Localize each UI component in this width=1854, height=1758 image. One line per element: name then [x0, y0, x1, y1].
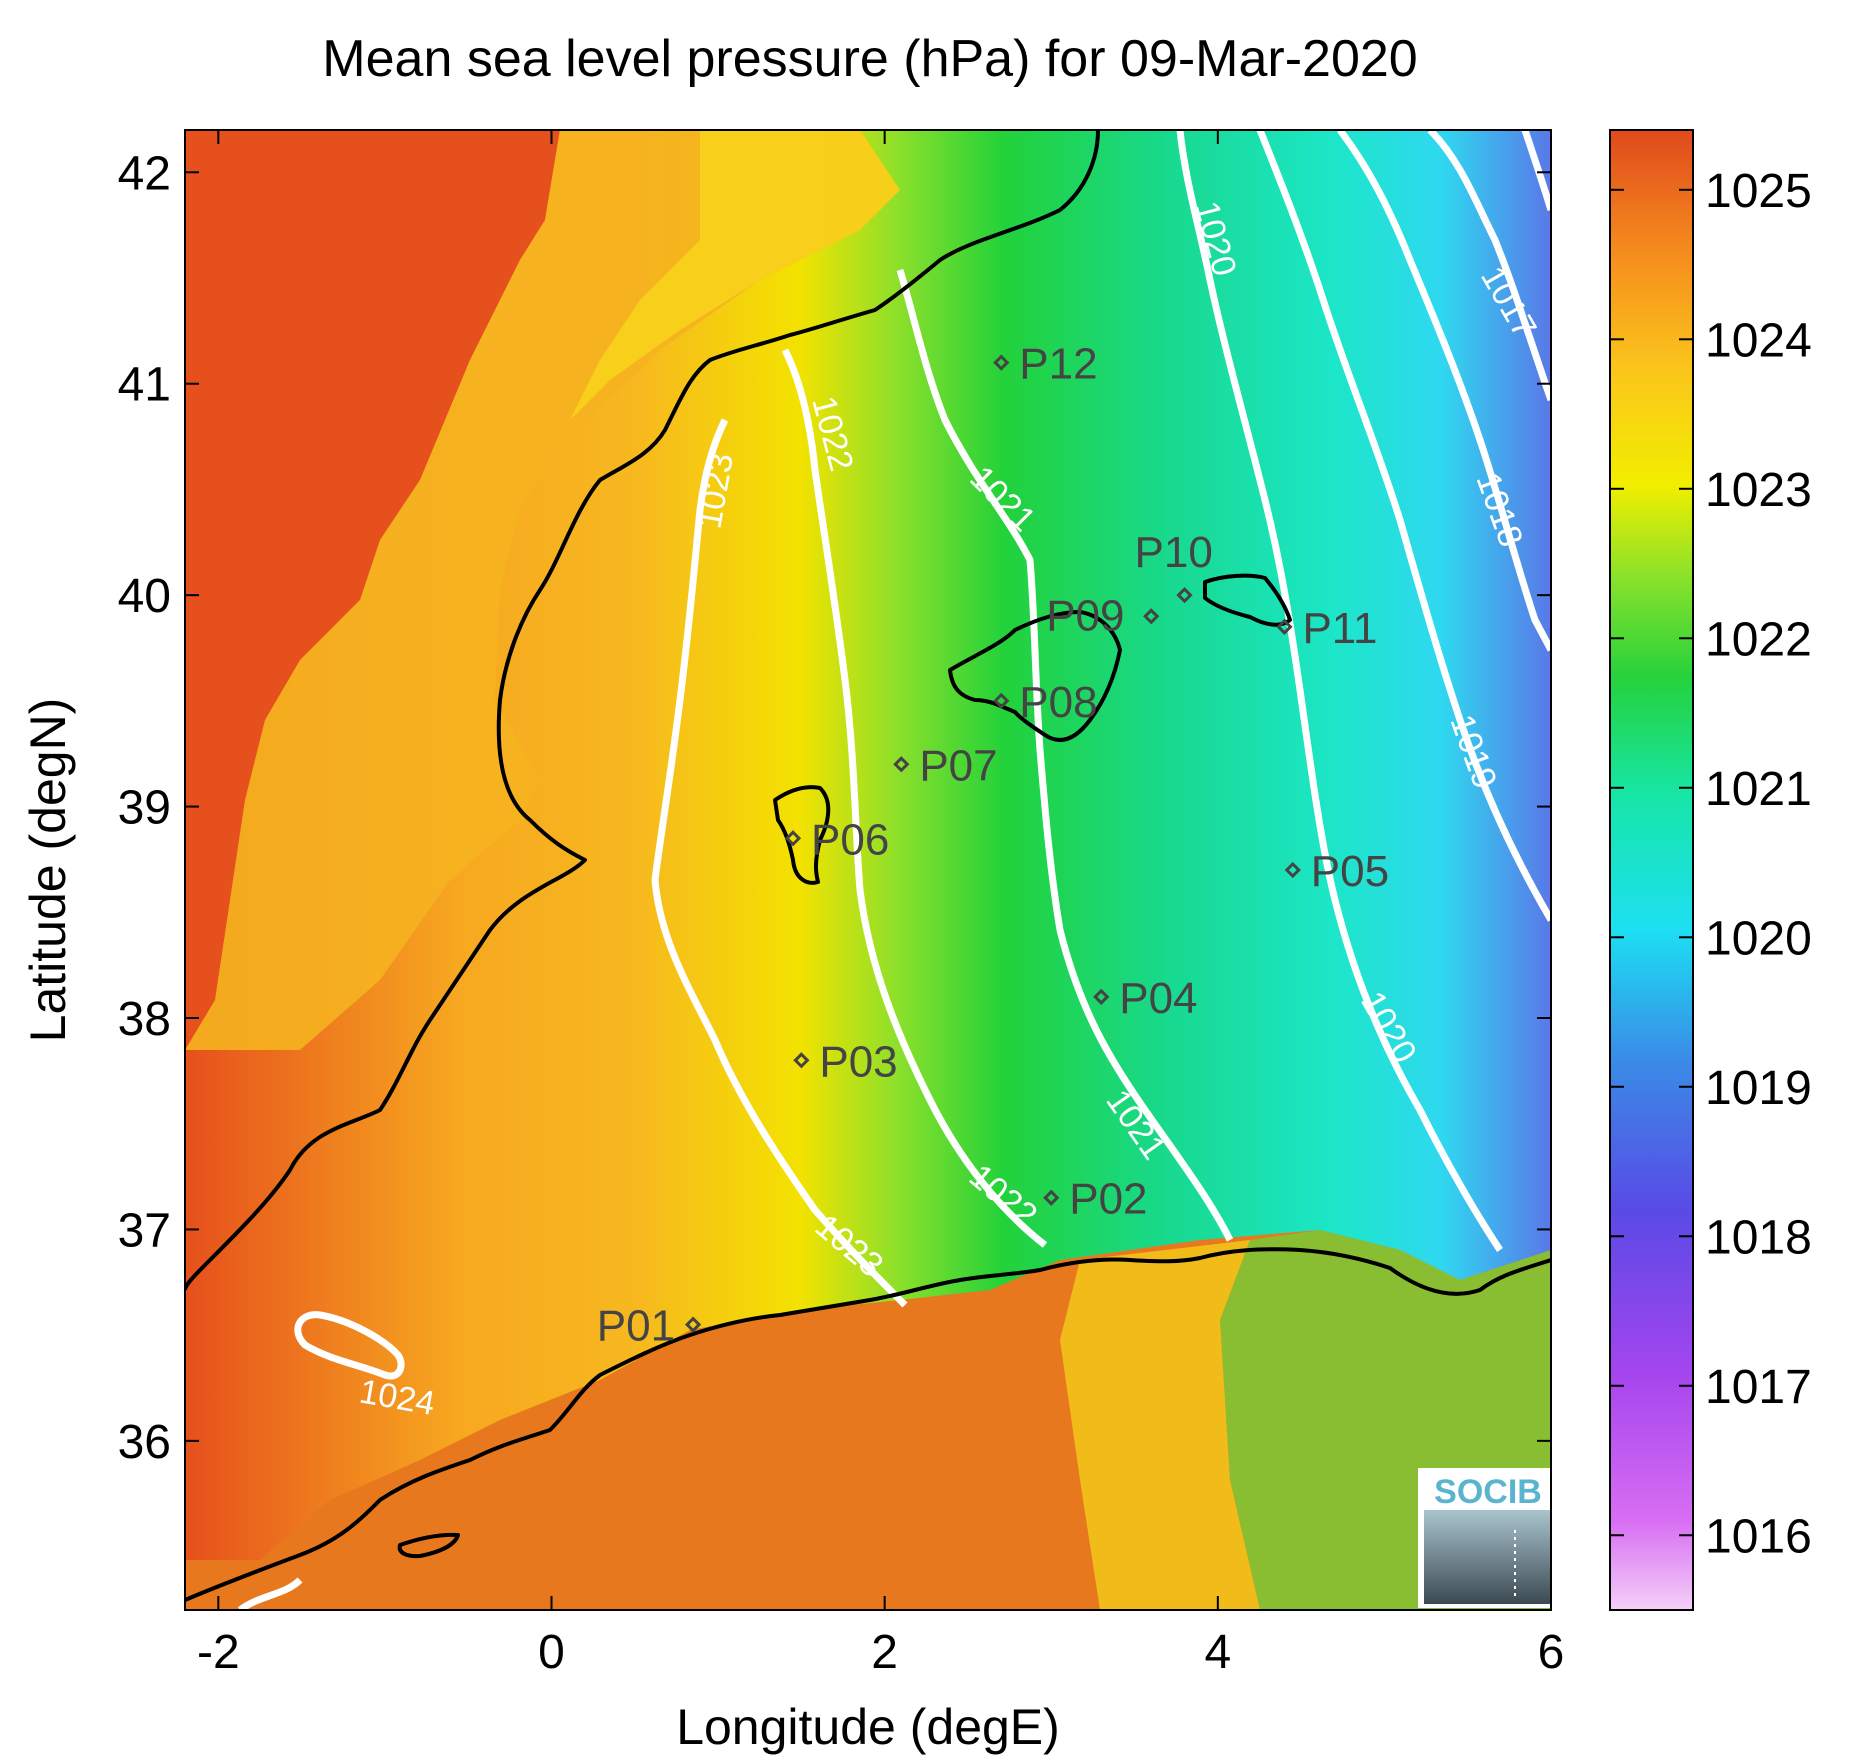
contour-1019	[1256, 130, 1551, 922]
x-tick-label: -2	[197, 1626, 240, 1679]
iberia-coastline	[185, 130, 1100, 1291]
station-marker-p07	[893, 756, 910, 773]
station-label-p05: P05	[1311, 847, 1389, 896]
contour-1020	[1176, 130, 1503, 1252]
station-marker-p09	[1143, 608, 1160, 625]
iberia-land	[185, 130, 560, 1050]
station-label-p09: P09	[1046, 591, 1124, 640]
isobar-contours	[237, 130, 1551, 1610]
station-label-p04: P04	[1119, 974, 1197, 1023]
x-axis-title: Longitude (degE)	[676, 1699, 1060, 1755]
x-axis-ticks: -2 0 2 4 6	[197, 130, 1564, 1679]
colorbar-tick-label: 1023	[1705, 464, 1812, 517]
station-marker-p12	[993, 354, 1010, 371]
ibiza-coastline	[773, 785, 831, 885]
station-label-p10: P10	[1135, 528, 1213, 577]
contour-1024-south	[237, 1577, 303, 1610]
station-label-p07: P07	[919, 741, 997, 790]
iberia-land-transition	[185, 130, 900, 1050]
colorbar-gradient	[1609, 129, 1694, 1611]
colorbar-ticks: 1016 1017 1018 1019 1020 1021 1022 1023 1024 1025	[1610, 165, 1812, 1563]
station-label-p02: P02	[1069, 1175, 1147, 1224]
station-label-p08: P08	[1019, 678, 1097, 727]
iberia-coast-yellow	[570, 130, 900, 420]
colorbar-tick-label: 1016	[1705, 1510, 1812, 1563]
contour-1016	[1521, 130, 1551, 212]
y-tick-label: 37	[118, 1204, 171, 1257]
station-label-p01: P01	[597, 1302, 675, 1351]
colorbar-tick-label: 1025	[1705, 165, 1812, 218]
station-marker-p04	[1093, 988, 1110, 1005]
colorbar-tick-label: 1017	[1705, 1361, 1812, 1414]
x-tick-label: 4	[1204, 1626, 1231, 1679]
colorbar-tick-label: 1018	[1705, 1211, 1812, 1264]
map-area: SOCIB	[185, 130, 1551, 1610]
y-tick-label: 42	[118, 147, 171, 200]
contour-1023	[651, 418, 908, 1308]
africa-land-mid	[1060, 1240, 1260, 1610]
y-axis-title: Latitude (degN)	[20, 698, 76, 1043]
colorbar: 1016 1017 1018 1019 1020 1021 1022 1023 1024 1025	[1609, 129, 1812, 1611]
chart-title: Mean sea level pressure (hPa) for 09-Mar…	[322, 30, 1417, 88]
y-tick-label: 39	[118, 782, 171, 835]
y-tick-label: 36	[118, 1416, 171, 1469]
alboran-island	[397, 1532, 460, 1559]
africa-coastline	[185, 1247, 1551, 1602]
y-axis-ticks: 36 37 38 39 40 41 42	[118, 147, 1551, 1469]
socib-logo-text: SOCIB	[1434, 1473, 1542, 1511]
colorbar-tick-label: 1024	[1705, 314, 1812, 367]
colorbar-tick-label: 1019	[1705, 1062, 1812, 1115]
colorbar-tick-label: 1022	[1705, 613, 1812, 666]
colorbar-tick-label: 1021	[1705, 763, 1812, 816]
station-marker-p03	[793, 1052, 810, 1069]
x-tick-label: 2	[871, 1626, 898, 1679]
station-label-p11: P11	[1302, 604, 1377, 653]
contour-1018	[1337, 130, 1551, 652]
x-tick-label: 0	[538, 1626, 565, 1679]
station-marker-p08	[993, 692, 1010, 709]
station-marker-p10	[1176, 587, 1193, 604]
x-tick-label: 6	[1538, 1626, 1565, 1679]
map-frame	[184, 129, 1552, 1611]
station-marker-p05	[1284, 861, 1301, 879]
station-marker-p06	[784, 830, 802, 847]
contour-1022	[781, 348, 1048, 1248]
coastlines	[185, 130, 1551, 1602]
contour-1024	[294, 1311, 405, 1380]
socib-logo: SOCIB	[1418, 1468, 1551, 1608]
y-tick-label: 38	[118, 993, 171, 1046]
station-marker-p11	[1276, 618, 1293, 635]
station-marker-p02	[1043, 1189, 1060, 1206]
contour-1021	[896, 268, 1234, 1242]
station-label-p03: P03	[819, 1037, 897, 1086]
menorca-coastline	[1203, 573, 1292, 627]
station-label-p12: P12	[1019, 340, 1097, 389]
colorbar-tick-label: 1020	[1705, 912, 1812, 965]
contour-1017	[1427, 130, 1551, 402]
mallorca-coastline	[948, 610, 1122, 742]
y-tick-label: 41	[118, 359, 171, 412]
y-tick-label: 40	[118, 570, 171, 623]
station-label-p06: P06	[811, 815, 889, 864]
station-marker-p01	[684, 1316, 702, 1333]
